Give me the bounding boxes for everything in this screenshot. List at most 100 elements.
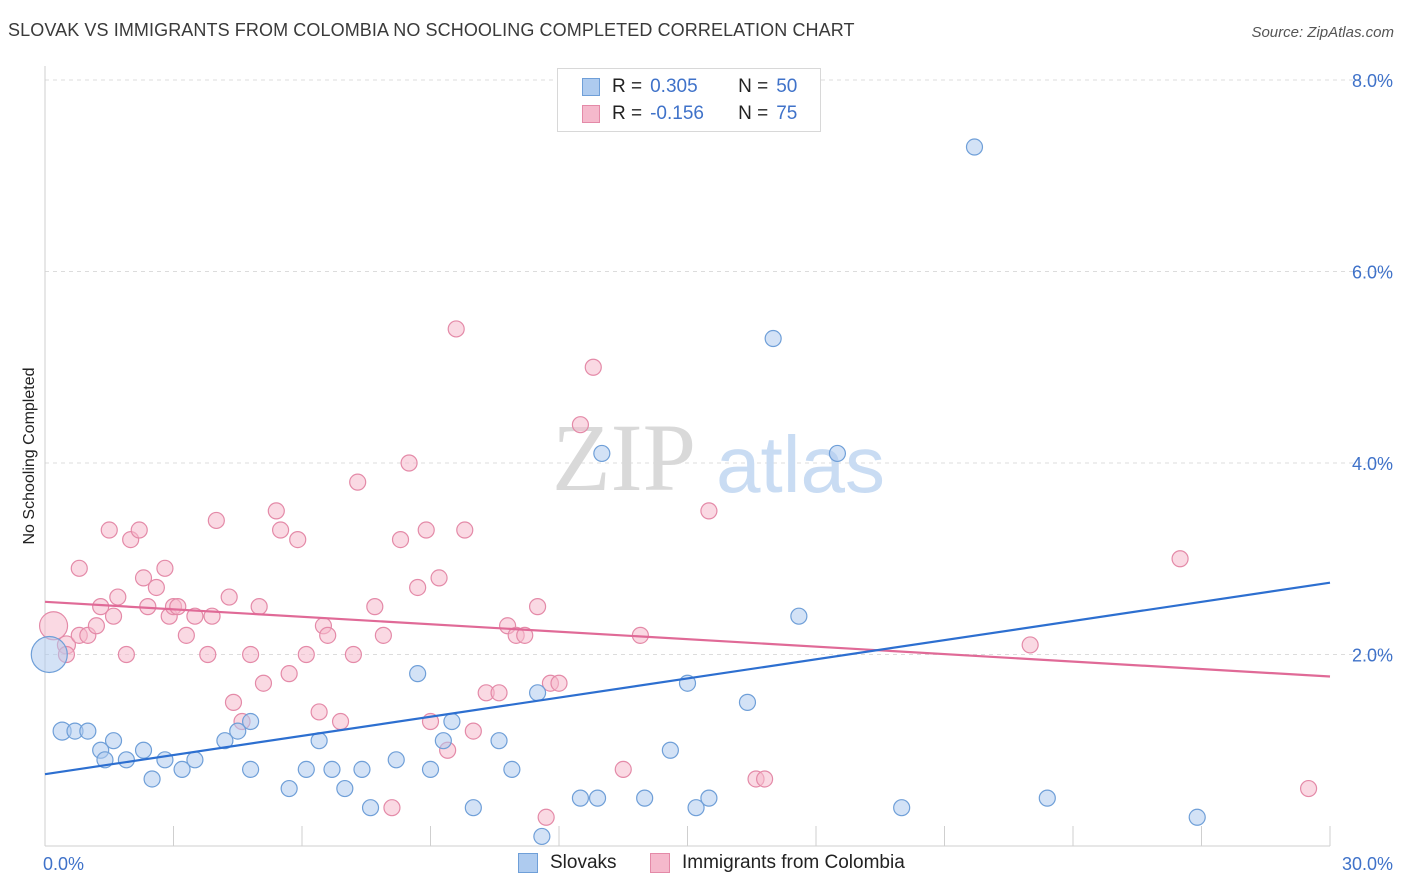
colombia-point (1021, 636, 1039, 654)
slovaks-point (421, 760, 440, 779)
legend-r-label: R = (612, 103, 643, 124)
colombia-point (199, 645, 217, 664)
colombia-point (430, 569, 448, 587)
colombia-point (374, 626, 392, 644)
slovaks-point (229, 722, 247, 740)
colombia-point (169, 598, 187, 616)
watermark: ZIP atlas (552, 404, 885, 511)
legend-swatch-colombia (650, 853, 670, 873)
colombia-point (700, 502, 718, 520)
colombia-point (130, 521, 148, 539)
slovaks-point (503, 760, 521, 779)
colombia-point (400, 454, 418, 472)
slovaks-point (571, 789, 590, 807)
colombia-point (490, 684, 508, 702)
colombia-point (344, 645, 362, 664)
colombia-point (147, 578, 165, 597)
colombia-point (366, 598, 384, 616)
colombia-point (117, 645, 135, 664)
slovaks-point (443, 712, 461, 731)
colombia-point (310, 703, 328, 721)
slovaks-point (1038, 789, 1056, 807)
slovaks-point (143, 770, 161, 788)
legend-r-label: R = (612, 76, 643, 97)
colombia-point (383, 799, 401, 817)
slovaks-point (636, 789, 654, 807)
legend-label-slovaks: Slovaks (550, 852, 617, 873)
legend-n-label: N = (738, 103, 769, 124)
slovaks-point (156, 751, 174, 769)
slovaks-point (134, 741, 153, 759)
colombia-point (516, 626, 534, 644)
slovaks-point (361, 799, 380, 817)
colombia-point (571, 416, 590, 434)
colombia-point (267, 502, 285, 520)
series-slovaks-points (30, 138, 1206, 846)
colombia-point (584, 358, 602, 376)
x-tick-label: 30.0% (1342, 854, 1393, 874)
legend-swatch-slovaks (582, 78, 600, 96)
legend-r-value: 0.305 (650, 76, 698, 97)
slovaks-point (387, 751, 405, 769)
colombia-point (104, 607, 123, 625)
y-axis-label: No Schooling Completed (21, 368, 38, 545)
colombia-point (250, 598, 268, 616)
slovaks-point (353, 760, 371, 779)
colombia-point (177, 626, 195, 644)
y-tick-label: 6.0% (1352, 263, 1393, 283)
slovaks-point (764, 329, 782, 348)
colombia-point (156, 559, 174, 577)
colombia-point (614, 760, 632, 779)
colombia-point (100, 521, 118, 539)
legend-r-value: -0.156 (650, 103, 704, 124)
series-legend: Slovaks Immigrants from Colombia (0, 852, 1406, 878)
slovaks-point (323, 760, 341, 779)
legend-row-slovaks: R = 0.305 N = 50 (582, 75, 797, 99)
colombia-point (391, 530, 410, 549)
colombia-point (409, 578, 427, 597)
slovaks-point (661, 741, 679, 759)
slovaks-point (490, 732, 508, 750)
trend-line-colombia (44, 600, 1331, 678)
colombia-point (70, 559, 88, 577)
colombia-point (87, 617, 106, 635)
colombia-point (134, 569, 153, 587)
colombia-point (1299, 779, 1318, 798)
legend-swatch-colombia (582, 105, 600, 123)
colombia-point (207, 511, 225, 530)
colombia-point (224, 693, 243, 711)
y-tick-label: 4.0% (1352, 454, 1393, 474)
trend-line-slovaks (44, 581, 1331, 776)
slovaks-point (104, 732, 123, 750)
legend-item-colombia[interactable]: Immigrants from Colombia (650, 852, 905, 874)
slovaks-point (336, 779, 354, 798)
legend-n-label: N = (738, 76, 769, 97)
legend-n-value: 50 (776, 76, 798, 97)
tick-labels: 2.0% 4.0% 6.0% 8.0% 0.0% 30.0% (43, 71, 1393, 874)
slovaks-point (965, 138, 984, 156)
stats-legend: R = 0.305 N = 50 R = -0.156 N = 75 (557, 68, 821, 132)
slovaks-point (434, 732, 452, 750)
legend-item-slovaks[interactable]: Slovaks (518, 852, 617, 874)
colombia-point (537, 808, 555, 826)
slovaks-point (828, 444, 847, 463)
slovaks-point (79, 722, 97, 740)
colombia-point (271, 521, 290, 539)
grid-lines (45, 79, 1392, 655)
slovaks-point (1188, 808, 1206, 826)
slovaks-point (280, 779, 298, 798)
slovaks-point (242, 712, 260, 731)
colombia-point (319, 626, 337, 644)
slovaks-point (186, 751, 204, 769)
colombia-point (331, 712, 350, 731)
series-colombia-points (38, 320, 1318, 826)
colombia-point (186, 607, 204, 625)
colombia-point (38, 611, 69, 641)
slovaks-point (30, 635, 68, 674)
legend-row-colombia: R = -0.156 N = 75 (582, 102, 797, 126)
colombia-point (109, 588, 127, 606)
watermark-atlas: atlas (716, 420, 885, 509)
colombia-point (464, 722, 482, 740)
slovaks-point (409, 665, 427, 683)
